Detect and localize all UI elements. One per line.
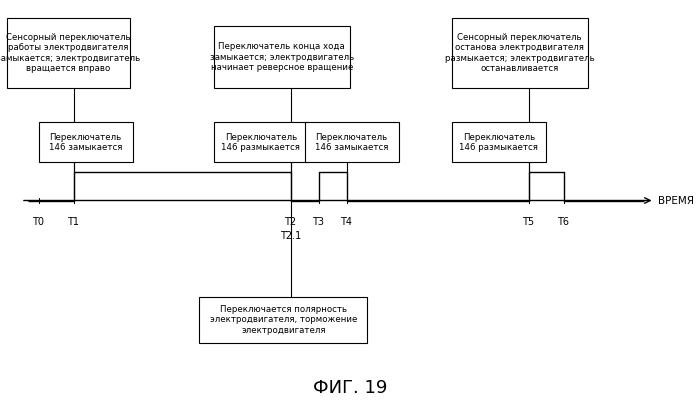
Text: Переключается полярность
электродвигателя, торможение
электродвигателя: Переключается полярность электродвигател…	[210, 305, 357, 335]
Text: Переключатель
146 размыкается: Переключатель 146 размыкается	[221, 133, 300, 152]
Text: Переключатель конца хода
замыкается; электродвигатель
начинает реверсное вращени: Переключатель конца хода замыкается; эле…	[209, 42, 354, 72]
FancyBboxPatch shape	[199, 297, 368, 343]
Text: ФИГ. 19: ФИГ. 19	[313, 379, 387, 397]
Text: T2.1: T2.1	[280, 231, 301, 241]
Text: Сенсорный переключатель
останова электродвигателя
размыкается; электродвигатель
: Сенсорный переключатель останова электро…	[445, 33, 594, 73]
FancyBboxPatch shape	[304, 122, 399, 162]
Text: Сенсорный переключатель
работы электродвигателя
замыкается; электродвигатель
вра: Сенсорный переключатель работы электродв…	[0, 33, 141, 73]
Text: T1: T1	[67, 217, 80, 227]
Text: T6: T6	[557, 217, 570, 227]
Text: T0: T0	[32, 217, 45, 227]
Text: Переключатель
146 размыкается: Переключатель 146 размыкается	[459, 133, 538, 152]
FancyBboxPatch shape	[38, 122, 133, 162]
FancyBboxPatch shape	[214, 26, 350, 88]
Text: T4: T4	[340, 217, 353, 227]
FancyBboxPatch shape	[214, 122, 308, 162]
Text: T2: T2	[284, 217, 297, 227]
FancyBboxPatch shape	[7, 18, 130, 88]
Text: T3: T3	[312, 217, 325, 227]
FancyBboxPatch shape	[452, 122, 546, 162]
FancyBboxPatch shape	[452, 18, 588, 88]
Text: ВРЕМЯ: ВРЕМЯ	[658, 196, 694, 205]
Text: Переключатель
146 замыкается: Переключатель 146 замыкается	[49, 133, 122, 152]
Text: Переключатель
146 замыкается: Переключатель 146 замыкается	[315, 133, 388, 152]
Text: T5: T5	[522, 217, 535, 227]
